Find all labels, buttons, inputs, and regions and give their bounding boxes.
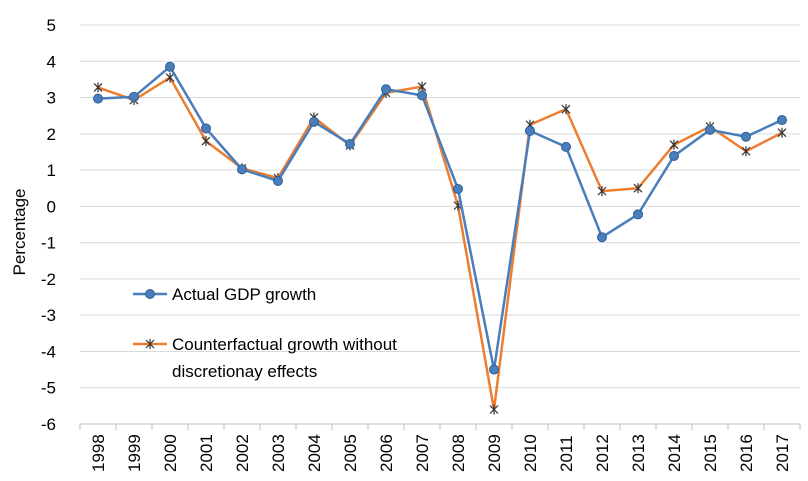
x-tick-label: 2001 [197, 434, 216, 472]
data-point [669, 150, 679, 161]
data-point [633, 183, 643, 194]
data-point [561, 141, 571, 152]
x-axis-ticks: 1998 1999 2000 2001 2002 2003 2004 2005 2006 2007… [89, 434, 792, 472]
x-tick-label: 2002 [233, 434, 252, 472]
legend-marker-circle [145, 289, 155, 299]
y-tick-label: -6 [41, 415, 56, 434]
x-tick-label: 1999 [125, 434, 144, 472]
legend-marker-star [145, 339, 155, 349]
data-point [777, 127, 787, 138]
data-point [381, 84, 391, 95]
data-point [201, 123, 211, 134]
data-point [705, 124, 715, 135]
data-point [669, 139, 679, 150]
legend-label-actual: Actual GDP growth [172, 285, 316, 304]
y-tick-label: -1 [41, 234, 56, 253]
data-point [93, 82, 103, 93]
data-point [525, 125, 535, 136]
x-tick-label: 2007 [413, 434, 432, 472]
data-point [345, 138, 355, 149]
series-line [97, 65, 783, 371]
x-tick-label: 2016 [737, 434, 756, 472]
y-axis-title: Percentage [10, 189, 29, 276]
y-tick-label: 0 [47, 197, 56, 216]
x-tick-label: 2012 [593, 434, 612, 472]
data-point [417, 81, 427, 92]
data-point [597, 186, 607, 197]
y-tick-label: 5 [47, 16, 56, 35]
legend-item-counterfactual: Counterfactual growth without discretion… [133, 335, 397, 381]
series-actual-gdp-growth [93, 61, 787, 375]
y-tick-label: 3 [47, 89, 56, 108]
y-tick-label: 1 [47, 161, 56, 180]
y-tick-label: 4 [47, 52, 56, 71]
x-tick-label: 2013 [629, 434, 648, 472]
data-point [741, 146, 751, 157]
data-point [453, 183, 463, 194]
x-tick-label: 2017 [773, 434, 792, 472]
x-tick-label: 2009 [485, 434, 504, 472]
data-point [273, 175, 283, 186]
data-point [489, 364, 499, 375]
data-point [561, 104, 571, 115]
legend-label-counterfactual-line1: Counterfactual growth without [172, 335, 397, 354]
x-tick-label: 2008 [449, 434, 468, 472]
x-tick-label: 2003 [269, 434, 288, 472]
data-point [633, 209, 643, 220]
data-point [237, 164, 247, 175]
data-point [165, 72, 175, 83]
data-point [741, 131, 751, 142]
data-point [129, 91, 139, 102]
x-tick-label: 2005 [341, 434, 360, 472]
legend-label-counterfactual-line2: discretionay effects [172, 362, 317, 381]
x-axis [79, 423, 801, 430]
y-axis-ticks: 5 4 3 2 1 0 -1 -2 -3 -4 -5 -6 [41, 16, 56, 434]
x-tick-label: 2011 [557, 435, 576, 472]
x-tick-label: 2004 [305, 434, 324, 472]
series-group [93, 61, 787, 415]
y-tick-label: -5 [41, 379, 56, 398]
y-tick-label: -2 [41, 270, 56, 289]
legend: Actual GDP growth Counterfactual growth … [133, 285, 397, 381]
y-tick-label: -3 [41, 306, 56, 325]
data-point [201, 136, 211, 147]
series-line [97, 76, 783, 411]
y-tick-label: 2 [47, 125, 56, 144]
data-point [417, 90, 427, 101]
x-tick-label: 1998 [89, 434, 108, 472]
x-tick-label: 2000 [161, 434, 180, 472]
x-tick-label: 2006 [377, 434, 396, 472]
data-point [489, 404, 499, 415]
x-tick-label: 2014 [665, 434, 684, 472]
x-tick-label: 2015 [701, 434, 720, 472]
data-point [309, 116, 319, 127]
data-point [597, 232, 607, 243]
y-tick-label: -4 [41, 342, 56, 361]
data-point [777, 115, 787, 126]
data-point [93, 93, 103, 104]
data-point [165, 61, 175, 72]
x-tick-label: 2010 [521, 434, 540, 472]
legend-item-actual: Actual GDP growth [133, 285, 316, 304]
